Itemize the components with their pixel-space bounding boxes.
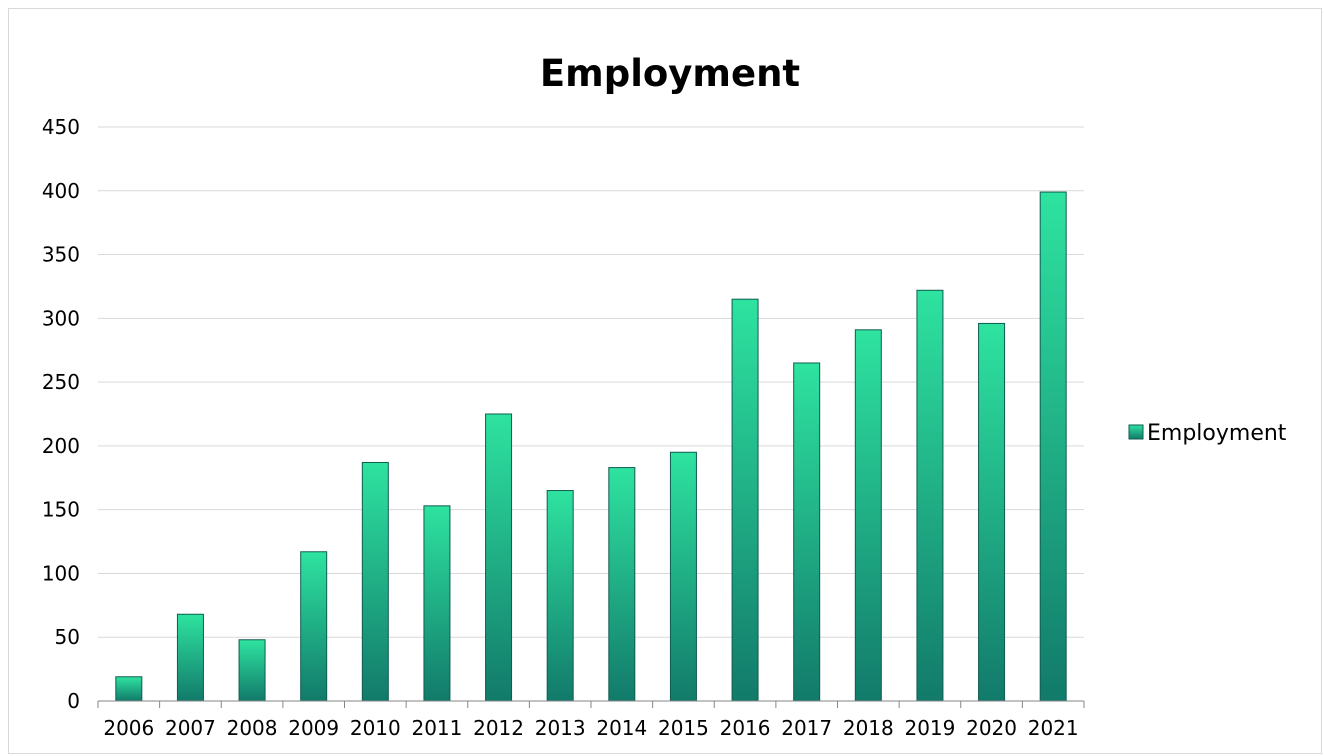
bar xyxy=(115,676,143,702)
bar xyxy=(978,322,1006,702)
bar xyxy=(916,289,944,702)
legend-swatch xyxy=(1128,424,1144,440)
bar xyxy=(1039,191,1067,702)
y-tick-label: 200 xyxy=(42,434,80,458)
bar xyxy=(854,329,882,702)
bars xyxy=(115,191,1067,702)
legend: Employment xyxy=(1128,421,1287,446)
x-tick-label: 2007 xyxy=(165,716,216,740)
y-tick-label: 100 xyxy=(42,561,80,585)
x-tick-label: 2020 xyxy=(966,716,1017,740)
x-tick-label: 2006 xyxy=(103,716,154,740)
bar xyxy=(793,362,821,702)
y-tick-label: 350 xyxy=(42,243,80,267)
x-tick-label: 2021 xyxy=(1028,716,1079,740)
bar xyxy=(485,413,513,702)
bar xyxy=(423,505,451,702)
chart-title: Employment xyxy=(540,52,800,95)
bar xyxy=(731,298,759,702)
bar xyxy=(669,451,697,702)
x-tick-label: 2013 xyxy=(535,716,586,740)
bar xyxy=(176,613,204,702)
legend-label: Employment xyxy=(1147,421,1287,446)
bar xyxy=(300,551,328,702)
bar xyxy=(546,490,574,702)
y-tick-label: 400 xyxy=(42,179,80,203)
x-axis xyxy=(97,700,1085,708)
x-tick-label: 2008 xyxy=(227,716,278,740)
y-tick-label: 50 xyxy=(55,625,80,649)
bar xyxy=(238,639,266,702)
x-tick-label: 2015 xyxy=(658,716,709,740)
x-tick-label: 2012 xyxy=(473,716,524,740)
x-tick-label: 2019 xyxy=(904,716,955,740)
bar xyxy=(608,467,636,702)
x-tick-label: 2016 xyxy=(720,716,771,740)
y-tick-label: 0 xyxy=(67,689,80,713)
y-tick-label: 250 xyxy=(42,370,80,394)
x-tick-label: 2011 xyxy=(411,716,462,740)
x-tick-label: 2009 xyxy=(288,716,339,740)
chart-frame xyxy=(8,8,1322,754)
x-tick-label: 2014 xyxy=(596,716,647,740)
y-tick-label: 300 xyxy=(42,306,80,330)
y-tick-label: 150 xyxy=(42,498,80,522)
bar xyxy=(361,461,389,702)
x-axis-tick-labels: 2006 2007 2008 2009 2010 2011 2012 2013 2014 2015… xyxy=(103,716,1078,740)
x-tick-label: 2017 xyxy=(781,716,832,740)
y-tick-label: 450 xyxy=(42,115,80,139)
y-axis-tick-labels: 0 50 100 150 200 250 300 350 400 450 xyxy=(42,115,80,713)
x-tick-label: 2010 xyxy=(350,716,401,740)
x-tick-label: 2018 xyxy=(843,716,894,740)
